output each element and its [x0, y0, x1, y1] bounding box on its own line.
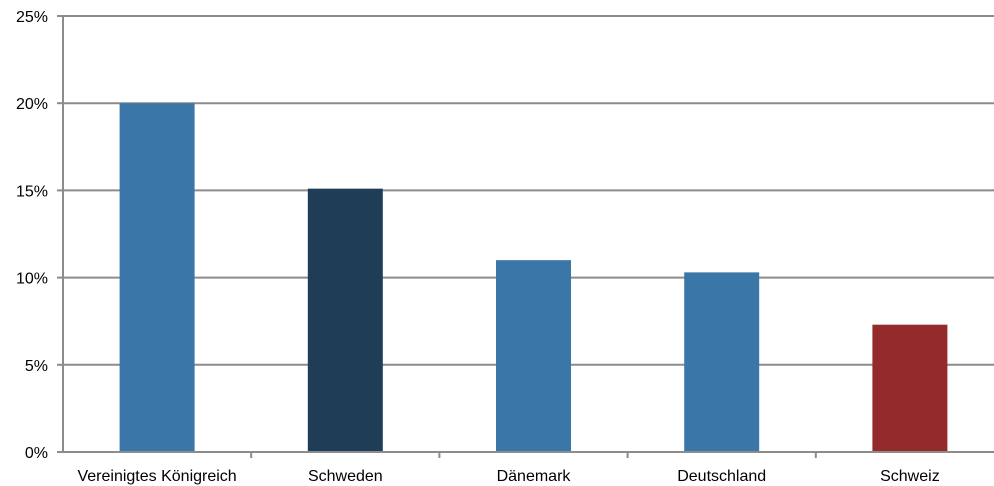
- bar: [496, 260, 571, 452]
- x-tick-label: Vereinigtes Königreich: [77, 468, 236, 485]
- x-tick-label: Dänemark: [497, 468, 572, 485]
- y-tick-label: 25%: [16, 9, 48, 26]
- bar: [307, 188, 383, 452]
- y-tick-label: 20%: [16, 96, 48, 113]
- bar: [119, 103, 195, 452]
- y-tick-label: 0%: [25, 445, 48, 462]
- x-tick-label: Schweden: [308, 468, 383, 485]
- axes: [62, 16, 994, 453]
- y-tick-label: 10%: [16, 271, 48, 288]
- bar: [684, 272, 760, 452]
- x-axis-ticks: Vereinigtes Königreich Schweden Dänemark De…: [77, 452, 940, 485]
- bars: [119, 103, 948, 452]
- y-tick-label: 5%: [25, 358, 48, 375]
- x-tick-label: Deutschland: [677, 468, 766, 485]
- x-tick-label: Schweiz: [880, 468, 940, 485]
- bar: [872, 324, 948, 452]
- y-axis-ticks: 0% 5% 10% 15% 20% 25%: [16, 9, 63, 462]
- y-tick-label: 15%: [16, 183, 48, 200]
- gridlines: [63, 15, 994, 366]
